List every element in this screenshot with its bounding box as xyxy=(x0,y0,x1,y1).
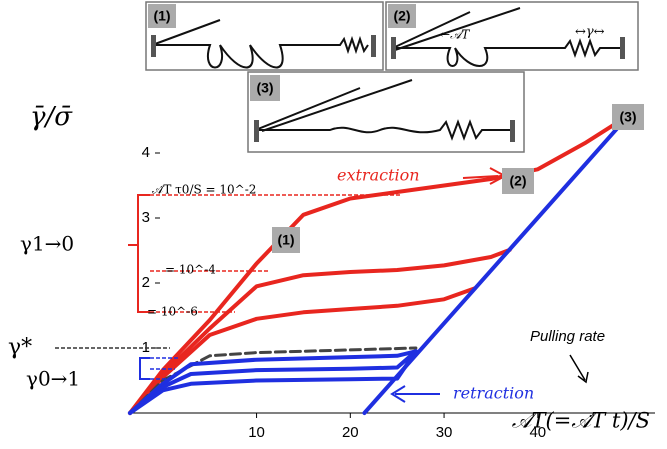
annotation: ↔γ↔ xyxy=(575,25,605,40)
wall xyxy=(391,37,396,59)
annotation: (1) xyxy=(277,232,294,248)
chart: 102030401234 extraction retraction Pulli… xyxy=(0,0,667,449)
y-tick-label: 3 xyxy=(142,209,150,226)
y-tick-label: 4 xyxy=(142,144,150,161)
wall xyxy=(620,37,625,59)
annotation: γ1→0 xyxy=(20,232,74,256)
x-tick-label: 20 xyxy=(342,424,359,441)
annotation: (3) xyxy=(619,109,636,125)
inset xyxy=(146,2,383,70)
wall xyxy=(371,35,376,57)
y-tick-label: 2 xyxy=(142,274,150,291)
annotation: γ* xyxy=(8,335,32,360)
x-tick-label: 30 xyxy=(436,424,453,441)
plot-area: 102030401234 xyxy=(130,115,655,441)
reference-lines xyxy=(55,168,588,402)
arrow xyxy=(570,355,588,382)
x-axis-label: 𝒜T(=𝒜̇T t)/S xyxy=(512,409,650,433)
annotation: (2) xyxy=(393,8,410,24)
annotation: = 10^-4 xyxy=(165,263,216,277)
wall xyxy=(151,35,156,57)
inset xyxy=(248,72,524,152)
wall xyxy=(510,120,515,142)
annotation: = 10^-6 xyxy=(147,305,198,319)
annotation: extraction xyxy=(337,166,420,185)
annotation: γ0→1 xyxy=(26,367,80,391)
x-tick-label: 10 xyxy=(248,424,265,441)
annotation: retraction xyxy=(453,384,534,403)
annotation: (3) xyxy=(256,80,273,96)
wall xyxy=(254,120,259,142)
annotation: ←𝒜T xyxy=(440,28,470,42)
series-line xyxy=(364,115,628,413)
y-axis-label: γ̄/σ̄ xyxy=(30,102,73,132)
arrow xyxy=(392,386,440,402)
annotation: (1) xyxy=(153,8,170,24)
annotation: Pulling rate xyxy=(530,328,605,345)
annotation: 𝒜̇T τ0/S = 10^-2 xyxy=(152,183,256,197)
bracket xyxy=(140,358,150,379)
annotation: (2) xyxy=(509,173,526,189)
